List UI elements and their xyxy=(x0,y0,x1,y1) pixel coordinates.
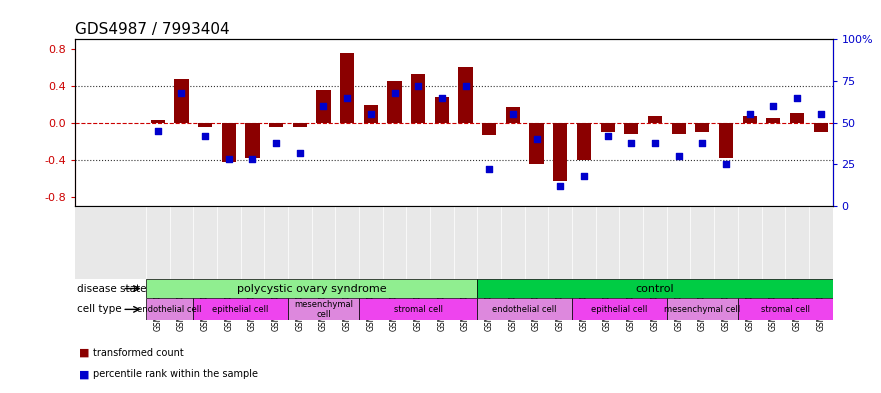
Bar xyxy=(529,123,544,164)
Bar xyxy=(737,298,833,320)
Point xyxy=(766,103,781,109)
Bar xyxy=(146,279,478,298)
Bar xyxy=(316,90,330,123)
Bar xyxy=(388,81,402,123)
Bar xyxy=(790,113,804,123)
Text: disease state: disease state xyxy=(78,284,147,294)
Bar xyxy=(146,298,193,320)
Point xyxy=(458,83,472,89)
Bar xyxy=(359,298,478,320)
Text: endothelial cell: endothelial cell xyxy=(137,305,202,314)
Bar xyxy=(671,123,685,134)
Point xyxy=(435,94,449,101)
Bar xyxy=(577,123,591,160)
Bar xyxy=(269,123,283,127)
Bar xyxy=(151,120,165,123)
Bar xyxy=(506,107,520,123)
Point xyxy=(553,183,567,189)
Text: cell type: cell type xyxy=(78,304,122,314)
Point xyxy=(648,140,662,146)
Bar xyxy=(695,123,709,132)
Bar xyxy=(435,97,449,123)
Point xyxy=(601,133,615,139)
Text: stromal cell: stromal cell xyxy=(394,305,442,314)
Bar xyxy=(288,298,359,320)
Point xyxy=(695,140,709,146)
Bar xyxy=(364,105,378,123)
Bar xyxy=(766,118,781,123)
Bar xyxy=(648,116,663,123)
Bar xyxy=(174,79,189,123)
Bar xyxy=(245,123,260,158)
Bar xyxy=(222,123,236,162)
Point xyxy=(388,90,402,96)
Text: ■: ■ xyxy=(79,369,90,379)
Text: epithelial cell: epithelial cell xyxy=(212,305,269,314)
Bar xyxy=(458,67,472,123)
Point xyxy=(364,111,378,118)
Point xyxy=(625,140,639,146)
Point xyxy=(671,153,685,159)
Point xyxy=(411,83,426,89)
Point xyxy=(506,111,520,118)
Bar xyxy=(667,298,737,320)
Point xyxy=(151,128,165,134)
Bar xyxy=(601,123,615,132)
Point xyxy=(790,94,804,101)
Bar xyxy=(572,298,667,320)
Text: GDS4987 / 7993404: GDS4987 / 7993404 xyxy=(75,22,230,37)
Point xyxy=(174,90,189,96)
Point xyxy=(529,136,544,142)
Bar xyxy=(478,298,572,320)
Bar xyxy=(813,123,828,132)
Bar xyxy=(719,123,733,158)
Text: percentile rank within the sample: percentile rank within the sample xyxy=(93,369,258,379)
Bar xyxy=(743,116,757,123)
Point xyxy=(577,173,591,179)
Bar xyxy=(411,74,426,123)
Text: ■: ■ xyxy=(79,348,90,358)
Point xyxy=(743,111,757,118)
Text: epithelial cell: epithelial cell xyxy=(591,305,648,314)
Bar xyxy=(198,123,212,127)
Point xyxy=(198,133,212,139)
Bar xyxy=(292,123,307,127)
Text: mesenchymal cell: mesenchymal cell xyxy=(664,305,740,314)
Bar xyxy=(624,123,639,134)
Point xyxy=(222,156,236,162)
Bar xyxy=(553,123,567,181)
Point xyxy=(292,149,307,156)
Point xyxy=(482,166,496,172)
Text: control: control xyxy=(636,284,674,294)
Text: mesenchymal
cell: mesenchymal cell xyxy=(294,300,353,319)
Text: endothelial cell: endothelial cell xyxy=(492,305,557,314)
Point xyxy=(719,161,733,167)
Point xyxy=(269,140,283,146)
Bar xyxy=(482,123,496,134)
Bar xyxy=(340,53,354,123)
Text: transformed count: transformed count xyxy=(93,348,184,358)
Text: stromal cell: stromal cell xyxy=(760,305,810,314)
Point xyxy=(316,103,330,109)
Point xyxy=(246,156,260,162)
Text: polycystic ovary syndrome: polycystic ovary syndrome xyxy=(237,284,387,294)
Point xyxy=(340,94,354,101)
Bar xyxy=(478,279,833,298)
Point xyxy=(814,111,828,118)
Bar xyxy=(193,298,288,320)
